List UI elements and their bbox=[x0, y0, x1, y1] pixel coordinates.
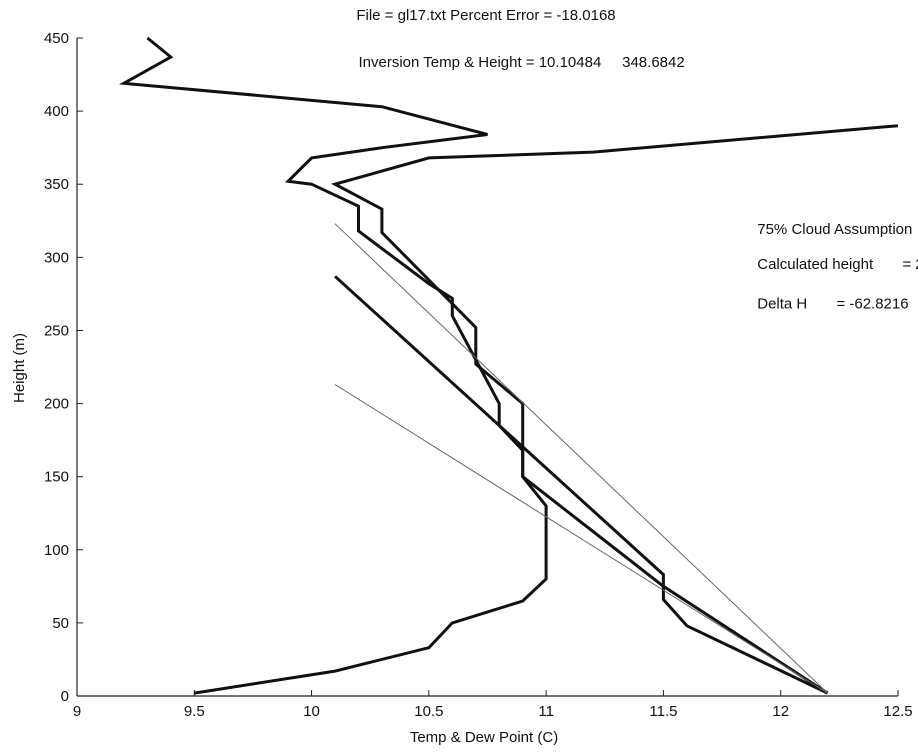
annotation-text: Calculated height = 285.863 bbox=[757, 256, 918, 273]
x-tick-label: 10 bbox=[303, 703, 320, 720]
series-line-1 bbox=[194, 124, 899, 695]
plot-layer: 9 9.5 10 10.5 11 11.5 12 12.5 0 50 100 150 200 250 300… bbox=[44, 30, 918, 720]
x-tick-label: 12 bbox=[772, 703, 789, 720]
series-line-4 bbox=[334, 223, 828, 694]
y-tick-label: 450 bbox=[44, 30, 69, 47]
x-tick-label: 11.5 bbox=[649, 703, 677, 720]
y-tick-label: 300 bbox=[44, 249, 69, 266]
series-line-3 bbox=[333, 275, 829, 695]
annotation-text: Delta H = -62.8216 bbox=[757, 296, 908, 313]
series-line-5 bbox=[334, 384, 828, 694]
chart-title: File = gl17.txt Percent Error = -18.0168 bbox=[356, 7, 615, 24]
x-tick-label: 11 bbox=[538, 703, 554, 720]
x-tick-label: 9 bbox=[73, 703, 81, 720]
annotation-text: 75% Cloud Assumption bbox=[757, 221, 912, 238]
x-tick-label: 9.5 bbox=[184, 703, 205, 720]
y-tick-label: 250 bbox=[44, 322, 69, 339]
series-line-2 bbox=[118, 36, 829, 695]
annotation-text: Inversion Temp & Height = 10.10484 348.6… bbox=[358, 54, 684, 71]
x-axis-label: Temp & Dew Point (C) bbox=[410, 729, 558, 746]
y-tick-label: 100 bbox=[44, 542, 69, 559]
y-tick-label: 400 bbox=[44, 103, 69, 120]
y-axis-label: Height (m) bbox=[11, 333, 28, 403]
y-tick-label: 0 bbox=[61, 688, 69, 705]
y-tick-label: 200 bbox=[44, 396, 69, 413]
x-tick-label: 12.5 bbox=[883, 703, 912, 720]
y-tick-label: 50 bbox=[52, 615, 69, 632]
x-tick-label: 10.5 bbox=[414, 703, 443, 720]
y-tick-label: 350 bbox=[44, 176, 69, 193]
y-tick-label: 150 bbox=[44, 469, 69, 486]
